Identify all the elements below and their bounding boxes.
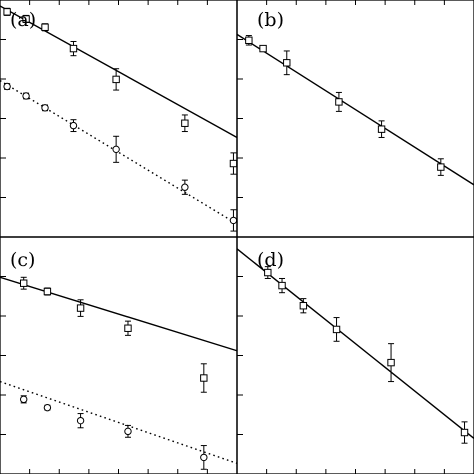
panel-a-marks bbox=[3, 7, 238, 232]
panel-a-circle-point bbox=[69, 121, 78, 130]
panel-a-circle-point bbox=[3, 82, 11, 91]
panel-b-square-point bbox=[259, 44, 267, 53]
panel-c-frame bbox=[0, 236, 238, 474]
panel-b-square-point bbox=[283, 59, 291, 67]
panel-a: (a) bbox=[0, 0, 238, 238]
panel-a-ticks bbox=[0, 0, 208, 198]
panel-c-circle-point bbox=[200, 453, 208, 462]
panel-d-label: (d) bbox=[257, 249, 284, 271]
panel-c-square-point bbox=[43, 287, 52, 296]
panel-a-circle-point bbox=[229, 216, 238, 225]
panel-a-square-point bbox=[69, 44, 78, 53]
panel-b-marks bbox=[245, 35, 445, 176]
panel-b-ticks bbox=[237, 0, 445, 198]
panel-a-fit-line-1 bbox=[0, 79, 238, 225]
panel-c-circle-point bbox=[43, 403, 52, 412]
panel-d-square-point bbox=[278, 281, 286, 290]
panel-a-label: (a) bbox=[10, 9, 36, 31]
panel-d-frame bbox=[236, 236, 474, 474]
panel-c-circle-point bbox=[76, 416, 85, 425]
panel-b-square-point bbox=[377, 125, 386, 133]
panel-a-circle-point bbox=[41, 104, 49, 112]
panel-c: (c) bbox=[0, 236, 238, 474]
panel-b-fits bbox=[236, 33, 474, 186]
panel-d-fit-line-0 bbox=[236, 248, 474, 439]
panel-d-square-point bbox=[299, 302, 308, 310]
panel-c-fits bbox=[0, 276, 238, 464]
panel-a-circle-point bbox=[181, 183, 189, 191]
panel-a-circle-point bbox=[22, 92, 30, 100]
panel-c-square-point bbox=[124, 324, 132, 332]
panel-a-square-point bbox=[229, 159, 238, 168]
panel-b-label: (b) bbox=[257, 9, 284, 31]
panel-b: (b) bbox=[236, 0, 474, 238]
panel-c-marks bbox=[20, 276, 208, 470]
panel-a-fits bbox=[0, 5, 238, 225]
panel-c-circle-point bbox=[124, 427, 132, 436]
panel-d-square-point bbox=[332, 325, 341, 334]
panel-a-square-point bbox=[41, 23, 49, 31]
panel-d-fits bbox=[236, 248, 474, 439]
panel-d-ticks bbox=[237, 276, 445, 474]
panel-c-square-point bbox=[200, 374, 208, 382]
panel-b-frame bbox=[236, 0, 474, 238]
panel-a-fit-line-0 bbox=[0, 5, 238, 139]
panel-a-circle-point bbox=[112, 145, 120, 154]
panel-a-square-point bbox=[3, 8, 11, 16]
panel-c-label: (c) bbox=[10, 249, 35, 271]
panel-d: (d) bbox=[236, 236, 474, 474]
panel-a-square-point bbox=[112, 75, 120, 84]
panel-b-square-point bbox=[437, 163, 445, 171]
panel-c-ticks bbox=[0, 276, 208, 474]
panel-b-square-point bbox=[335, 98, 343, 106]
panel-c-square-point bbox=[76, 304, 85, 312]
panel-d-square-point bbox=[460, 428, 469, 437]
panel-c-fit-line-1 bbox=[0, 380, 238, 464]
panel-c-fit-line-0 bbox=[0, 276, 238, 352]
panel-a-square-point bbox=[22, 15, 30, 23]
panel-c-square-point bbox=[20, 279, 28, 287]
panel-a-square-point bbox=[181, 119, 189, 127]
panel-d-marks bbox=[264, 266, 469, 444]
panel-d-square-point bbox=[387, 358, 395, 367]
panel-c-circle-point bbox=[20, 395, 28, 404]
panel-b-fit-line-0 bbox=[236, 33, 474, 186]
panel-b-square-point bbox=[245, 36, 253, 44]
panel-d-square-point bbox=[264, 268, 272, 277]
